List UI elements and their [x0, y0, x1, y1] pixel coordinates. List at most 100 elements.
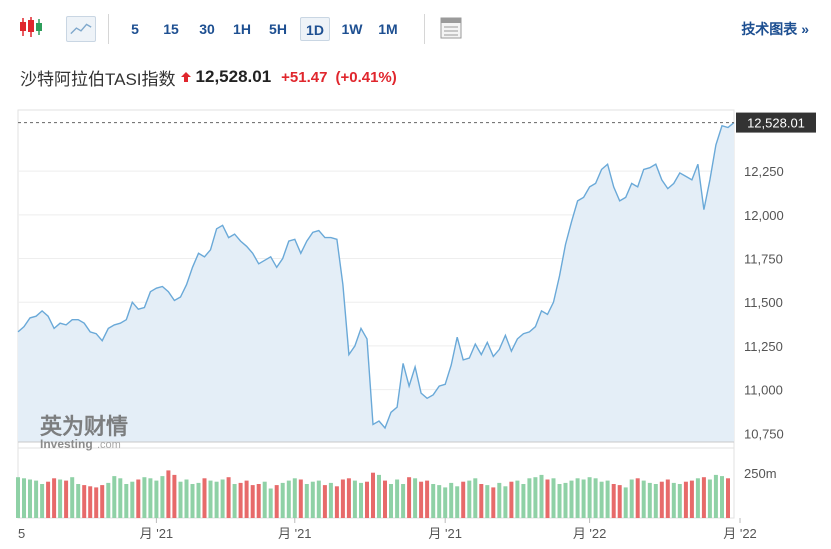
volume-bar: [232, 484, 237, 518]
volume-bar: [701, 477, 706, 518]
volume-bar: [268, 488, 273, 518]
volume-bar: [40, 484, 45, 518]
instrument-name: 沙特阿拉伯TASI指数: [20, 69, 176, 89]
table-icon[interactable]: [440, 17, 462, 39]
watermark-en: Investing: [40, 437, 93, 451]
price-change: +51.47: [281, 68, 328, 86]
price-area: [18, 122, 734, 442]
volume-bar: [635, 478, 640, 518]
volume-bar: [521, 484, 526, 518]
volume-bar: [34, 480, 39, 518]
volume-bar: [377, 474, 381, 518]
volume-bar: [88, 486, 93, 518]
volume-bar: [461, 481, 466, 518]
toolbar-separator: [424, 14, 425, 44]
volume-bar: [389, 484, 393, 518]
volume-bar: [545, 479, 550, 518]
volume-bar: [58, 479, 63, 518]
volume-bar: [383, 480, 387, 518]
volume-bar: [178, 481, 183, 518]
last-price: 12,528.01: [195, 67, 272, 86]
volume-bar: [286, 480, 291, 518]
volume-bar: [371, 472, 375, 518]
volume-bar: [76, 484, 81, 518]
chart-toolbar: 5 15 30 1H 5H 1D 1W 1M 技术图表 »: [0, 0, 831, 56]
range-30-button[interactable]: 30: [199, 21, 215, 37]
volume-bar: [665, 479, 670, 518]
volume-bar: [437, 485, 442, 518]
volume-bar: [677, 484, 682, 518]
price-chart[interactable]: 10,750 11,000 11,250 11,500 11,750 12,000 12,2…: [0, 100, 831, 549]
volume-bar: [100, 485, 105, 518]
y-tick-label: 11,750: [744, 252, 783, 267]
price-change-percent: (+0.41%): [335, 68, 397, 86]
range-5h-button[interactable]: 5H: [269, 21, 287, 37]
volume-bar: [208, 480, 213, 518]
volume-bar: [154, 480, 159, 518]
technical-chart-link[interactable]: 技术图表 »: [741, 21, 809, 37]
volume-bar: [202, 478, 207, 518]
volume-bar: [503, 486, 508, 518]
volume-bar: [485, 485, 490, 518]
volume-bar: [491, 487, 496, 518]
range-1w-button[interactable]: 1W: [341, 21, 363, 37]
candlestick-icon[interactable]: [18, 16, 44, 38]
volume-bar: [298, 479, 303, 518]
volume-bar: [713, 474, 718, 518]
volume-bar: [707, 479, 712, 518]
line-chart-icon[interactable]: [66, 16, 96, 42]
volume-bar: [262, 481, 267, 518]
y-tick-label: 10,750: [744, 426, 784, 441]
volume-bar: [611, 484, 616, 518]
range-1d-button[interactable]: 1D: [300, 17, 330, 41]
volume-bar: [419, 481, 424, 518]
volume-bar: [316, 480, 321, 518]
volume-bar: [563, 482, 568, 518]
volume-bar: [623, 487, 628, 518]
volume-bar: [653, 484, 658, 518]
volume-bar: [184, 479, 189, 518]
volume-bar: [52, 478, 57, 518]
volume-bar: [334, 486, 339, 518]
x-tick-label: 月 '22: [723, 526, 757, 541]
volume-bar: [124, 484, 129, 518]
volume-bar: [407, 477, 412, 518]
volume-bar: [695, 478, 700, 518]
volume-bar: [130, 481, 135, 518]
volume-bar: [467, 480, 472, 518]
volume-bar: [322, 485, 327, 518]
volume-bar: [455, 486, 460, 518]
volume-bar: [220, 479, 225, 518]
range-5-button[interactable]: 5: [131, 21, 139, 37]
volume-bar: [617, 485, 622, 518]
volume-bar: [328, 482, 333, 518]
volume-bar: [557, 484, 562, 518]
volume-bar: [148, 478, 153, 518]
range-1h-button[interactable]: 1H: [233, 21, 251, 37]
volume-bar: [683, 481, 688, 518]
volume-bar: [64, 480, 69, 518]
range-1m-button[interactable]: 1M: [378, 21, 398, 37]
volume-bar: [527, 478, 532, 518]
volume-bar: [449, 482, 454, 518]
volume-bar: [190, 484, 195, 518]
volume-bar: [46, 481, 51, 518]
volume-bar: [689, 480, 694, 518]
volume-bar: [659, 481, 664, 518]
volume-bar: [112, 476, 117, 518]
volume-bar: [346, 478, 351, 518]
range-15-button[interactable]: 15: [163, 21, 179, 37]
volume-bar: [214, 481, 219, 518]
volume-bar: [647, 482, 652, 518]
volume-bar: [726, 478, 730, 518]
volume-bar: [70, 477, 75, 518]
last-value-badge: [736, 112, 816, 133]
y-tick-label: 11,250: [744, 339, 783, 354]
volume-bar: [238, 482, 243, 518]
volume-bar: [172, 474, 177, 518]
volume-bar: [274, 485, 279, 518]
volume-bar: [118, 478, 123, 518]
volume-bar: [160, 476, 165, 518]
volume-bar: [106, 482, 111, 518]
volume-bar: [310, 481, 315, 518]
